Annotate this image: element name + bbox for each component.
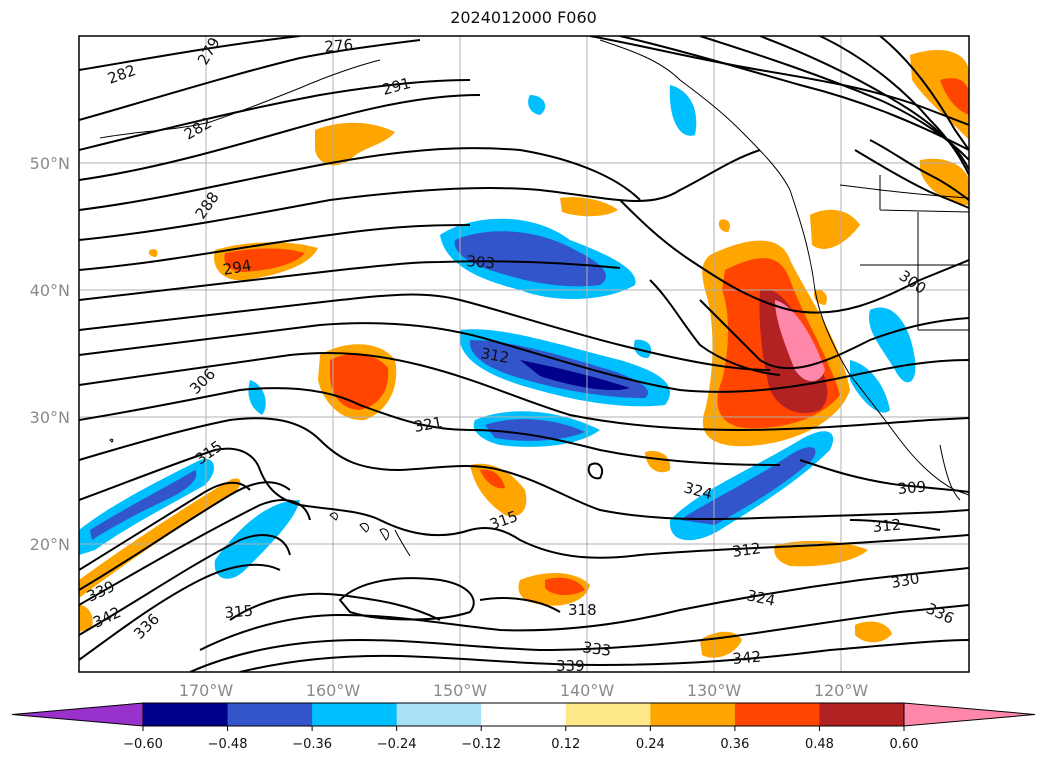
map-frame [78,35,970,673]
contour-label: 339 [556,657,585,675]
lon-label: 130°W [687,681,742,700]
colorbar-extend-low [11,702,144,727]
colorbar-tick-label: −0.12 [461,737,501,752]
contour-label: 333 [581,638,612,660]
coastlines [99,39,969,557]
contour-label: 324 [745,586,777,610]
lon-label: 120°W [814,681,869,700]
colorbar-extend-high [903,702,1036,727]
contour-label: 312 [479,344,510,367]
lon-label: 160°W [306,681,361,700]
lat-label: 40°N [30,281,70,300]
colorbar-segment [396,703,482,726]
contour-label: 342 [732,648,762,668]
colorbar-segment [227,703,313,726]
contour-label: 312 [731,539,762,561]
contour-label: 276 [324,36,354,56]
colorbar-ticks: −0.60 −0.48 −0.36 −0.24 −0.12 0.12 0.24 0.36 0.4… [123,726,918,752]
colorbar-tick-label: −0.24 [377,737,417,752]
colorbar-tick-label: −0.48 [208,737,248,752]
colorbar-tick-label: 0.12 [551,737,580,752]
colorbar-outline [142,702,905,727]
lon-label: 170°W [179,681,234,700]
colorbar [11,702,1036,727]
lat-label: 50°N [30,154,70,173]
lat-label: 30°N [30,408,70,427]
colorbar-segment [819,703,905,726]
colorbar-tick-label: −0.60 [123,737,163,752]
colorbar-segment [481,703,567,726]
theta-contours [79,36,969,672]
colorbar-segment [565,703,651,726]
colorbar-segment [312,703,398,726]
colorbar-tick-label: 0.24 [636,737,665,752]
contour-label: 318 [568,601,597,619]
plot-title: 2024012000 F060 [450,8,597,27]
contour-label: 303 [466,252,496,272]
latitude-labels: 50°N 40°N 30°N 20°N [30,154,70,554]
contour-label: 309 [897,478,927,498]
colorbar-segment [143,703,229,726]
contour-label: 321 [413,413,444,436]
contour-label: 330 [890,569,921,592]
lat-label: 20°N [30,535,70,554]
colorbar-tick-label: 0.48 [805,737,834,752]
colorbar-segment [650,703,736,726]
colorbar-tick-label: −0.36 [292,737,332,752]
shaded-regions [79,50,969,658]
colorbar-segment [734,703,820,726]
colorbar-tick-label: 0.36 [720,737,749,752]
lon-label: 140°W [560,681,615,700]
colorbar-tick-label: 0.60 [890,737,919,752]
contour-label: 312 [872,516,902,536]
longitude-labels: 170°W 160°W 150°W 140°W 130°W 120°W [179,681,869,700]
lon-label: 150°W [433,681,488,700]
contour-label: 294 [222,256,253,279]
contour-label: 315 [224,602,254,622]
